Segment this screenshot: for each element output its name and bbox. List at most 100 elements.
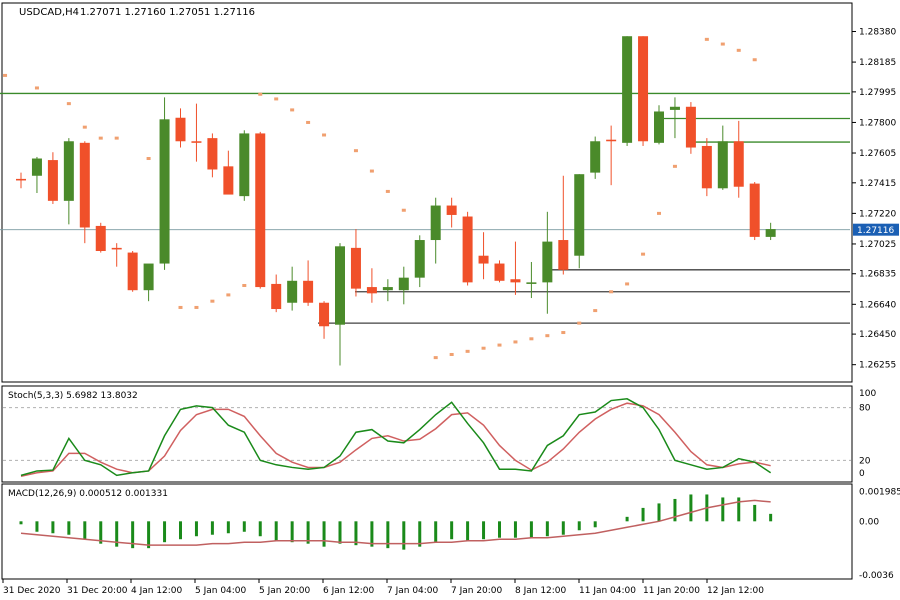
stoch-label: Stoch(5,3,3) 5.6982 13.8032 [8,391,138,401]
stoch-axis-label-1: 80 [859,404,871,414]
candle-body-16 [271,283,282,310]
time-label-4: 5 Jan 20:00 [259,586,311,596]
candle-body-36 [590,141,601,173]
candle-body-28 [462,216,473,283]
time-label-8: 8 Jan 12:00 [515,586,567,596]
candle-body-35 [574,174,585,256]
price-label-9: 1.26640 [859,300,896,310]
price-label-8: 1.26835 [859,270,896,280]
candle-body-34 [558,240,569,270]
time-axis: 31 Dec 2020 31 Dec 20:00 4 Jan 12:00 5 Jan … [2,579,764,596]
candle-body-21 [350,247,361,289]
current-price-box [853,223,899,236]
price-label-7: 1.27025 [859,240,896,250]
price-label-1: 1.28185 [859,58,896,68]
price-axis: 1.28380 1.28185 1.27995 1.27800 1.27605 1.274… [852,28,899,371]
sar-dot-27 [513,340,518,344]
sar-dot-26 [497,343,502,347]
sar-dot-24 [465,349,470,353]
macd-axis-label-2: -0.0036 [859,571,894,581]
price-label-10: 1.26450 [859,330,896,340]
candlesticks [16,36,776,366]
candle-body-46 [749,183,760,237]
time-label-1: 31 Dec 20:00 [67,586,128,596]
macd-label: MACD(12,26,9) 0.000512 0.001331 [8,489,168,499]
candle-body-30 [494,263,505,281]
candle-body-39 [638,36,649,142]
candle-body-45 [733,141,744,187]
sar-dot-11 [226,293,231,297]
candle-body-8 [143,263,154,291]
sar-dot-25 [481,346,486,350]
candle-body-41 [669,106,680,110]
sar-dot-0 [3,73,8,77]
candle-body-40 [654,111,664,143]
sar-dot-10 [210,299,215,303]
sar-dot-32 [593,309,598,313]
sar-dot-37 [672,164,677,168]
candle-body-13 [223,166,234,195]
candle-body-18 [303,280,314,303]
candle-body-44 [717,141,728,189]
sar-dot-9 [194,305,199,309]
time-label-2: 4 Jan 12:00 [131,586,183,596]
stoch-axis-label-3: 0 [859,469,865,479]
candle-body-42 [685,106,696,148]
sar-dot-22 [433,356,438,360]
candle-body-4 [79,142,90,228]
price-panel-frame [1,2,853,383]
candle-body-10 [175,117,186,142]
sar-dot-31 [577,321,582,325]
candle-body-23 [382,287,393,291]
sar-dot-12 [242,284,247,287]
sar-dot-38 [704,37,709,41]
candle-body-0 [16,178,26,181]
candle-body-33 [542,241,553,283]
macd-signal-line [20,499,771,546]
candle-body-14 [239,133,250,197]
candle-body-19 [319,302,330,327]
sar-dot-4 [98,136,103,140]
sar-dot-28 [529,337,534,341]
candle-body-24 [398,277,409,291]
candle-body-47 [765,229,776,237]
sar-dot-20 [385,189,390,193]
macd-axis-label-1: 0.00 [859,517,879,527]
time-label-3: 5 Jan 04:00 [195,586,247,596]
candle-body-27 [446,205,457,215]
stoch-main-line [20,398,772,477]
sar-dot-2 [66,102,71,106]
stoch-axis-label-2: 20 [859,456,871,466]
sar-dot-30 [561,331,566,335]
sar-dot-39 [720,42,725,46]
sar-dot-13 [258,92,263,96]
sar-dot-1 [34,86,39,90]
candle-body-11 [191,141,202,143]
sar-dot-6 [146,157,151,161]
stochastic-oscillator: 100 80 20 0 [3,389,876,479]
candle-body-2 [47,160,58,201]
sar-dot-21 [401,208,406,212]
sar-dot-14 [274,97,279,101]
candle-body-26 [430,205,441,241]
time-label-10: 11 Jan 20:00 [643,586,700,596]
candle-body-20 [335,246,345,325]
sar-dot-35 [641,252,646,256]
candle-body-22 [366,287,377,294]
candle-body-5 [95,225,106,252]
sar-dot-29 [545,334,550,338]
time-label-6: 7 Jan 04:00 [387,586,439,596]
candle-body-15 [255,133,266,288]
sar-dot-36 [657,211,661,215]
sar-dot-34 [625,282,630,286]
time-label-0: 31 Dec 2020 [3,586,61,596]
sar-dot-15 [290,108,295,112]
candle-body-29 [478,255,489,264]
time-label-11: 12 Jan 12:00 [707,586,764,596]
price-label-6: 1.27220 [859,209,896,219]
candle-body-7 [127,252,138,291]
macd-axis-label-0: 0.001985 [859,488,900,498]
price-label-2: 1.27995 [859,88,896,98]
